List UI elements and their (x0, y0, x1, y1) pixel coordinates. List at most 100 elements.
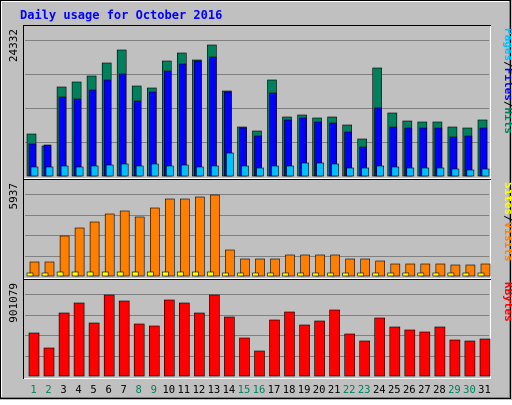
bar-kbytes-day-10 (164, 299, 175, 377)
bar-kbytes-day-7 (118, 300, 130, 377)
bar-kbytes-day-26 (404, 329, 416, 377)
bar-kbytes-day-20 (314, 320, 325, 377)
x-tick-label: 15 (238, 384, 251, 396)
bar-files-day-4 (73, 98, 82, 177)
x-axis-day-labels: 1 2 3 4 5 6 7 8 9 10 11 12 13 14 15 16 17 18 19 20 21 22 23 24 2… (30, 384, 490, 396)
bar-sites-day-4 (71, 271, 79, 277)
bar-pages-day-2 (45, 166, 54, 177)
legend-part: Files (502, 68, 512, 101)
bar-visits-day-2 (44, 261, 55, 277)
bar-visits-day-31 (480, 263, 491, 277)
bar-files-day-9 (149, 91, 157, 177)
bar-sites-day-30 (462, 272, 470, 277)
chart-panels: 24332Pages/Files/Hits5937Sites/Visits901… (7, 25, 512, 379)
bar-pages-day-4 (75, 166, 84, 177)
bar-sites-day-22 (342, 272, 350, 277)
bar-pages-day-27 (421, 167, 430, 177)
bar-sites-day-3 (56, 271, 64, 277)
bar-visits-day-10 (165, 198, 175, 277)
bar-kbytes-day-27 (419, 331, 431, 377)
bar-sites-day-28 (432, 272, 440, 277)
bar-pages-day-24 (376, 165, 385, 177)
bar-files-day-5 (88, 89, 97, 177)
x-tick-label: 20 (313, 384, 326, 396)
bar-files-day-7 (118, 73, 127, 177)
bar-files-day-13 (209, 56, 217, 177)
bar-kbytes-day-23 (359, 340, 371, 377)
bar-pages-day-9 (151, 163, 159, 177)
bar-kbytes-day-3 (58, 312, 70, 377)
bar-pages-day-21 (331, 163, 339, 177)
bar-pages-day-11 (181, 164, 189, 177)
bar-kbytes-day-4 (73, 302, 85, 377)
bar-visits-day-23 (360, 258, 371, 277)
bar-sites-day-2 (41, 272, 49, 277)
bar-visits-day-11 (180, 198, 190, 277)
bar-pages-day-10 (166, 165, 174, 177)
bar-pages-day-30 (466, 169, 475, 177)
panel-legend-label: Sites/Visits (502, 182, 512, 262)
bar-pages-day-19 (301, 162, 309, 177)
bar-kbytes-day-8 (133, 323, 145, 377)
x-tick-label: 5 (90, 384, 96, 396)
bar-sites-day-6 (101, 271, 109, 277)
x-tick-label: 27 (418, 384, 431, 396)
y-max-label: 24332 (7, 29, 20, 62)
bar-kbytes-day-6 (103, 294, 115, 377)
bar-sites-day-5 (86, 271, 94, 277)
bar-pages-day-23 (361, 167, 370, 177)
x-tick-label: 2 (45, 384, 51, 396)
bar-visits-day-4 (74, 227, 85, 277)
x-tick-label: 31 (478, 384, 491, 396)
bar-visits-day-13 (210, 194, 220, 277)
bar-visits-day-20 (315, 254, 325, 277)
bar-kbytes-day-17 (269, 319, 280, 377)
bar-visits-day-27 (420, 263, 431, 277)
bar-sites-day-20 (312, 272, 319, 277)
bar-pages-day-26 (406, 167, 415, 177)
bar-sites-day-11 (177, 271, 184, 277)
bar-visits-day-21 (330, 254, 340, 277)
bar-visits-day-17 (270, 258, 280, 277)
panel-legend-label: KBytes (502, 282, 512, 322)
bar-kbytes-day-31 (479, 338, 491, 377)
x-tick-label: 7 (121, 384, 127, 396)
bar-pages-day-18 (286, 165, 294, 177)
x-tick-label: 1 (30, 384, 36, 396)
bar-kbytes-day-22 (344, 333, 356, 377)
bar-pages-day-6 (105, 164, 114, 177)
series-pages (30, 152, 490, 177)
x-tick-label: 18 (283, 384, 296, 396)
y-max-label: 901079 (7, 283, 20, 323)
bar-visits-day-5 (89, 221, 100, 277)
x-tick-label: 12 (193, 384, 206, 396)
x-tick-label: 13 (208, 384, 221, 396)
bar-sites-day-23 (357, 272, 365, 277)
bar-kbytes-day-9 (149, 325, 160, 377)
bar-files-day-6 (103, 79, 112, 177)
bar-pages-day-12 (196, 166, 204, 177)
bar-sites-day-25 (387, 272, 395, 277)
bar-kbytes-day-2 (43, 347, 55, 377)
bar-kbytes-day-16 (254, 350, 265, 377)
x-tick-label: 11 (177, 384, 190, 396)
bar-pages-day-5 (90, 165, 99, 177)
panel-kbytes: 901079 KBytes (7, 279, 512, 379)
x-tick-label: 26 (403, 384, 416, 396)
x-tick-label: 4 (75, 384, 81, 396)
bar-pages-day-7 (120, 163, 129, 177)
bar-visits-day-12 (195, 196, 205, 277)
bar-visits-day-28 (435, 263, 446, 277)
x-tick-label: 6 (106, 384, 112, 396)
bar-visits-day-1 (29, 261, 40, 277)
bar-kbytes-day-21 (329, 309, 340, 377)
bar-pages-day-17 (271, 165, 279, 177)
bar-pages-day-15 (241, 165, 249, 177)
x-tick-label: 10 (162, 384, 175, 396)
bar-files-day-10 (164, 70, 172, 177)
bar-sites-day-19 (297, 272, 304, 277)
bar-sites-day-7 (116, 271, 124, 277)
bar-visits-day-29 (450, 264, 461, 277)
bar-visits-day-15 (240, 258, 250, 277)
